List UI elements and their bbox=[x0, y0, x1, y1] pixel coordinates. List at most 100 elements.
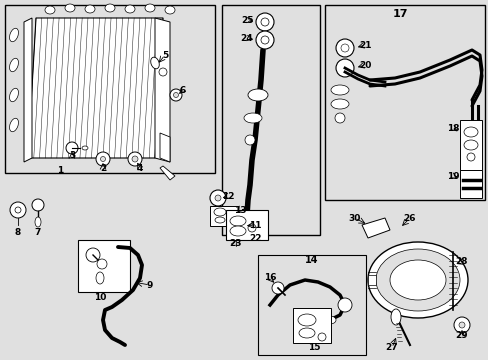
Circle shape bbox=[261, 36, 268, 44]
Bar bbox=[325, 5, 484, 200]
Bar bbox=[459, 170, 481, 198]
Ellipse shape bbox=[164, 6, 175, 14]
Polygon shape bbox=[361, 218, 389, 238]
Circle shape bbox=[244, 135, 254, 145]
Ellipse shape bbox=[10, 118, 19, 132]
Polygon shape bbox=[367, 275, 375, 285]
Circle shape bbox=[261, 18, 268, 26]
Text: 23: 23 bbox=[228, 239, 241, 248]
Polygon shape bbox=[28, 18, 163, 158]
Ellipse shape bbox=[463, 127, 477, 137]
Text: 27: 27 bbox=[385, 343, 398, 352]
Ellipse shape bbox=[150, 57, 159, 69]
Circle shape bbox=[66, 142, 78, 154]
Circle shape bbox=[86, 248, 100, 262]
Circle shape bbox=[335, 59, 353, 77]
Ellipse shape bbox=[45, 6, 55, 14]
Circle shape bbox=[128, 152, 142, 166]
Ellipse shape bbox=[214, 208, 225, 216]
Text: 16: 16 bbox=[263, 274, 276, 283]
Text: 6: 6 bbox=[180, 86, 186, 95]
Text: 2: 2 bbox=[100, 163, 106, 172]
Polygon shape bbox=[24, 18, 32, 162]
Text: 29: 29 bbox=[455, 332, 468, 341]
Ellipse shape bbox=[10, 28, 19, 42]
Circle shape bbox=[313, 316, 321, 324]
Text: 28: 28 bbox=[455, 257, 468, 266]
Ellipse shape bbox=[375, 249, 459, 311]
Bar bbox=[225, 210, 267, 240]
Text: 4: 4 bbox=[137, 163, 143, 172]
Circle shape bbox=[209, 190, 225, 206]
Text: 1: 1 bbox=[57, 166, 63, 175]
Polygon shape bbox=[160, 133, 170, 162]
Polygon shape bbox=[155, 18, 170, 162]
Text: 15: 15 bbox=[307, 343, 320, 352]
Ellipse shape bbox=[65, 4, 75, 12]
Bar bbox=[209, 206, 238, 226]
Text: 7: 7 bbox=[35, 228, 41, 237]
Ellipse shape bbox=[330, 85, 348, 95]
Circle shape bbox=[101, 157, 105, 162]
Text: 8: 8 bbox=[15, 228, 21, 237]
Circle shape bbox=[170, 89, 182, 101]
Ellipse shape bbox=[244, 113, 262, 123]
Text: 14: 14 bbox=[305, 255, 318, 265]
Text: 17: 17 bbox=[391, 9, 407, 19]
Circle shape bbox=[466, 153, 474, 161]
Bar bbox=[459, 120, 481, 170]
Ellipse shape bbox=[297, 314, 315, 326]
Bar bbox=[238, 218, 243, 234]
Circle shape bbox=[340, 44, 348, 52]
Bar bbox=[292, 308, 330, 343]
Circle shape bbox=[173, 93, 178, 98]
Circle shape bbox=[453, 317, 469, 333]
Ellipse shape bbox=[247, 89, 267, 101]
Bar bbox=[5, 5, 215, 173]
Ellipse shape bbox=[82, 146, 88, 150]
Text: 25: 25 bbox=[240, 15, 253, 24]
Bar bbox=[78, 240, 130, 292]
Ellipse shape bbox=[330, 99, 348, 109]
Text: 9: 9 bbox=[146, 280, 153, 289]
Text: 10: 10 bbox=[94, 293, 106, 302]
Ellipse shape bbox=[229, 216, 245, 226]
Circle shape bbox=[271, 282, 284, 294]
Circle shape bbox=[159, 68, 167, 76]
Ellipse shape bbox=[367, 242, 467, 318]
Text: 20: 20 bbox=[358, 60, 370, 69]
Ellipse shape bbox=[324, 316, 335, 324]
Polygon shape bbox=[160, 166, 175, 180]
Text: 12: 12 bbox=[221, 192, 234, 201]
Text: 24: 24 bbox=[240, 33, 253, 42]
Circle shape bbox=[335, 39, 353, 57]
Text: 11: 11 bbox=[248, 220, 261, 230]
Bar bbox=[222, 5, 319, 235]
Ellipse shape bbox=[35, 217, 41, 227]
Circle shape bbox=[215, 195, 221, 201]
Circle shape bbox=[10, 202, 26, 218]
Ellipse shape bbox=[96, 272, 104, 284]
Ellipse shape bbox=[10, 88, 19, 102]
Text: 18: 18 bbox=[446, 123, 458, 132]
Ellipse shape bbox=[215, 217, 224, 223]
Circle shape bbox=[256, 31, 273, 49]
Circle shape bbox=[247, 224, 256, 232]
Ellipse shape bbox=[229, 226, 245, 236]
Ellipse shape bbox=[145, 4, 155, 12]
Circle shape bbox=[256, 13, 273, 31]
Text: 30: 30 bbox=[348, 213, 361, 222]
Ellipse shape bbox=[389, 260, 445, 300]
Ellipse shape bbox=[85, 5, 95, 13]
Ellipse shape bbox=[390, 309, 400, 325]
Text: 5: 5 bbox=[162, 50, 168, 59]
Ellipse shape bbox=[125, 5, 135, 13]
Ellipse shape bbox=[463, 140, 477, 150]
Ellipse shape bbox=[105, 4, 115, 12]
Circle shape bbox=[458, 322, 464, 328]
Text: 3: 3 bbox=[69, 150, 75, 159]
Ellipse shape bbox=[10, 58, 19, 72]
Circle shape bbox=[317, 333, 325, 341]
Text: 19: 19 bbox=[446, 171, 458, 180]
Circle shape bbox=[132, 156, 138, 162]
